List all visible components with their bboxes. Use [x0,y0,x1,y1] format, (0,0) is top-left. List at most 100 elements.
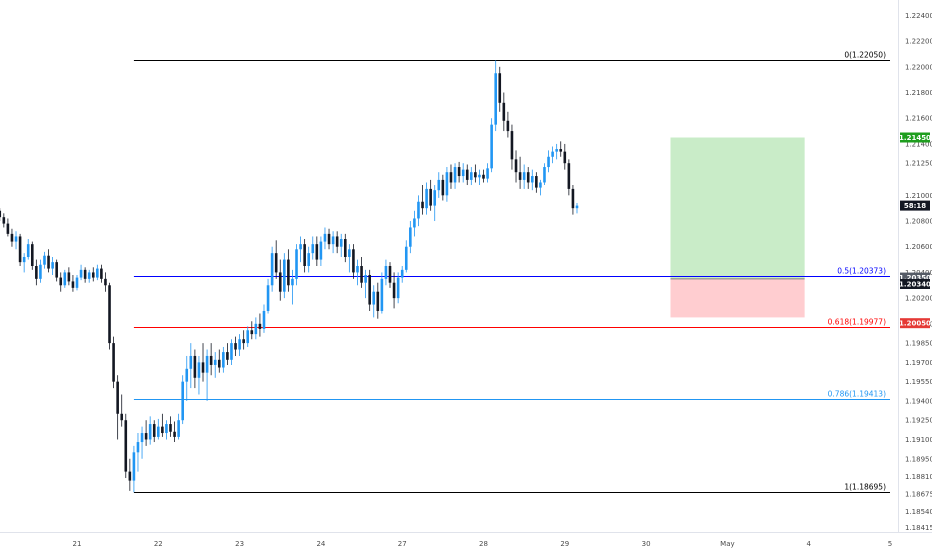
candle-body [144,433,148,440]
fib-label-3: 0.786(1.19413) [828,390,886,399]
candle-body [71,281,75,288]
candle [303,239,306,273]
candle [465,164,469,186]
candle [26,239,30,260]
candle [315,236,319,266]
candle [270,246,274,292]
candle [234,336,237,356]
x-tick-label: 23 [235,540,244,548]
candle [343,233,347,263]
candle [14,231,18,250]
candle-body [425,188,428,209]
candle [226,343,229,365]
y-tick-label: 1.22400 [905,12,932,20]
candle [144,420,148,446]
candle-body [555,149,558,152]
candle [413,210,416,237]
candle-body [274,253,278,273]
candle-body [551,151,554,157]
candle [392,272,396,309]
candle-body [384,266,388,279]
candle [169,416,172,437]
candle [96,264,99,281]
candle [55,259,58,282]
candle-body [87,272,91,279]
candle-body [22,257,26,263]
candle-body [0,210,2,218]
x-tick-label: 24 [316,540,325,548]
candle [404,240,408,273]
candle [283,253,286,299]
candle [356,259,359,286]
candle-body [433,190,437,206]
candle [368,269,371,311]
candle-body [380,278,384,311]
candle [51,257,54,275]
candle-body [303,244,306,266]
candle-body [563,151,567,164]
candle [63,269,67,288]
candle-body [413,218,416,228]
candle [67,267,71,286]
candle [132,445,136,493]
candle-body [169,424,172,432]
candle [388,262,392,288]
candle-body [10,233,14,242]
candle-body [104,278,107,286]
candle [59,272,63,292]
fibonacci-levels: 0(1.22050) 0.5(1.20373) 0.618(1.19977) 0.78… [133,51,890,493]
price-tag-box [900,272,930,283]
candle-body [482,174,485,179]
candle [348,244,351,273]
candle [181,375,184,425]
candle-body [230,343,233,360]
candle [547,150,550,173]
candle [254,317,258,340]
candle [339,233,343,258]
candle [331,231,335,254]
candle-body [205,355,209,373]
y-tick-label: 1.21400 [905,140,932,148]
candle [478,169,481,186]
candle-body [120,413,124,421]
candle-body [91,272,95,278]
candle [104,272,107,292]
candle [445,167,449,202]
candle-body [299,244,302,250]
candle-body [352,249,355,273]
candle-body [79,269,83,278]
candle [470,167,473,186]
candle [83,267,87,283]
candle-body [539,182,542,188]
candle-body [547,156,550,168]
candle-body [295,249,298,279]
x-tick-label: 29 [560,540,569,548]
time-axis[interactable]: 21 22 23 24 27 28 29 30 May 4 5 [73,540,893,548]
candle-body [543,167,546,183]
candle-body [315,244,319,260]
candle [246,326,250,347]
candle [555,143,558,160]
candle [400,266,404,283]
candle [10,228,14,247]
candle-body [323,233,327,242]
candle [238,334,241,356]
candle [518,156,522,189]
candle-body [535,176,538,188]
y-tick-label: 1.20200 [905,295,932,303]
candle [91,267,95,282]
fib-label-1: 0.5(1.20373) [837,267,886,276]
candle-body [278,272,282,292]
candle-body [152,424,156,437]
candle [559,141,563,157]
candle [250,321,254,340]
candle-body [575,205,579,209]
candle [449,164,453,189]
candle-body [193,355,197,378]
candle-body [189,355,193,369]
y-tick-label: 1.19250 [905,417,932,425]
candle [2,213,6,228]
candle-body [6,223,10,234]
price-tag-label: 1.21450 [899,134,931,142]
candle [213,352,217,378]
